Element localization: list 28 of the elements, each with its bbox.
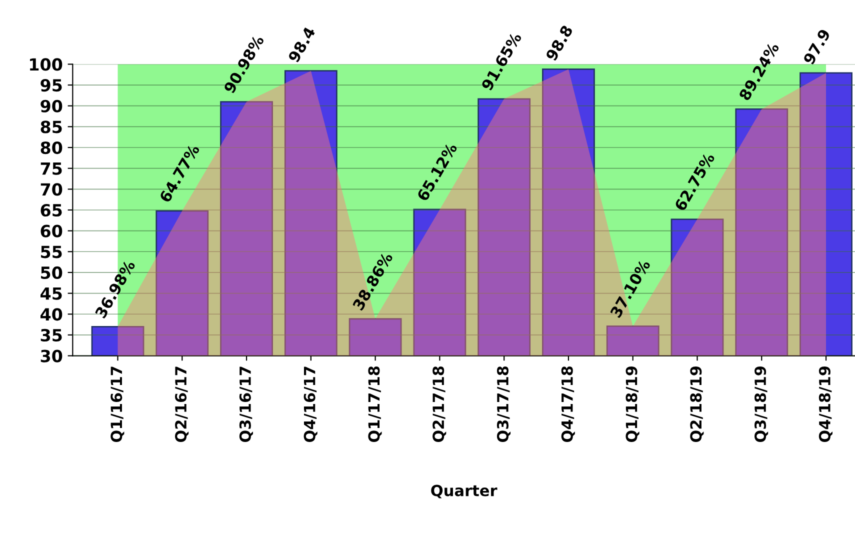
y-tick-label: 55 bbox=[41, 246, 62, 258]
x-tick-label: Q4/17/18 bbox=[561, 366, 575, 442]
x-tick-label: Q2/16/17 bbox=[175, 366, 189, 442]
y-tick-label: 45 bbox=[40, 287, 62, 300]
y-tick-label: 70 bbox=[40, 183, 62, 196]
x-tick-label: Q1/17/18 bbox=[368, 366, 382, 442]
y-tick-label: 75 bbox=[40, 162, 62, 175]
x-tick-label: Q4/18/19 bbox=[818, 366, 832, 442]
y-tick-label: 90 bbox=[40, 100, 62, 112]
x-tick-label: Q1/16/17 bbox=[110, 366, 124, 442]
y-tick-label: 30 bbox=[40, 350, 62, 362]
y-tick-label: 85 bbox=[40, 120, 62, 134]
x-tick-label: Q2/18/19 bbox=[690, 366, 704, 442]
x-tick-label: Q3/18/19 bbox=[754, 366, 768, 442]
x-tick-label: Q3/16/17 bbox=[239, 366, 253, 442]
y-tick-label: 60 bbox=[40, 224, 62, 238]
y-tick-label: 50 bbox=[41, 266, 62, 280]
x-tick-label: Q2/17/18 bbox=[432, 366, 446, 442]
x-tick-label: Q4/16/17 bbox=[304, 366, 318, 442]
y-tick-label: 80 bbox=[40, 141, 62, 154]
x-axis-title: Quarter bbox=[431, 484, 498, 498]
y-tick-label: 35 bbox=[40, 328, 62, 342]
y-tick-label: 95 bbox=[40, 79, 62, 92]
y-tick-label: 65 bbox=[40, 204, 62, 217]
y-tick-label: 40 bbox=[40, 308, 62, 321]
x-tick-label: Q3/17/18 bbox=[496, 366, 511, 442]
y-tick-label: 100 bbox=[30, 58, 62, 71]
x-tick-label: Q1/18/19 bbox=[626, 366, 640, 442]
